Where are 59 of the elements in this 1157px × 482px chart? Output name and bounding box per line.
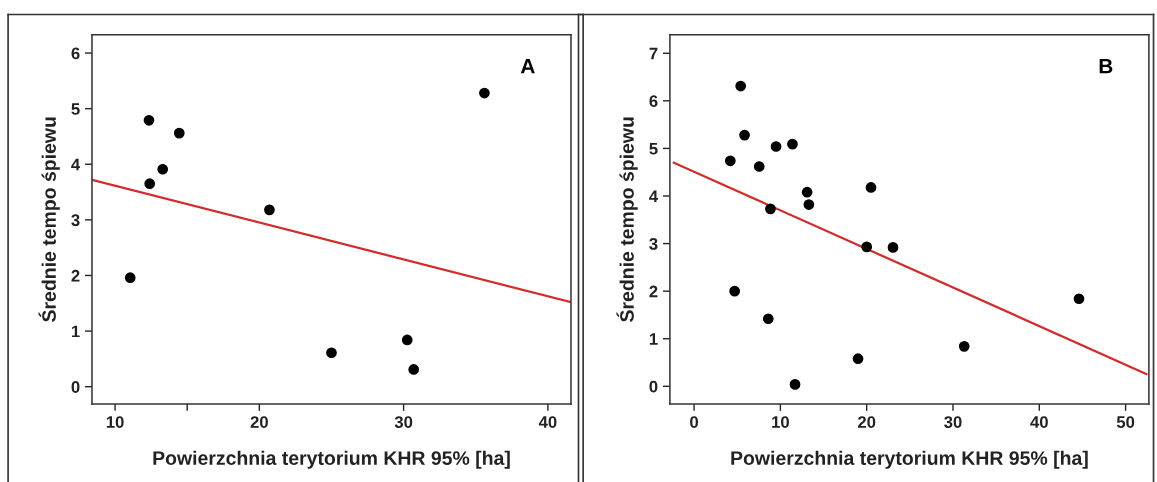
point	[326, 347, 337, 359]
x-tick-label: 20	[857, 416, 876, 428]
point	[787, 138, 798, 150]
y-tick-label: 2	[71, 269, 80, 282]
y-tick-label: 5	[71, 103, 80, 115]
point	[852, 353, 864, 365]
y-tick-label: 6	[649, 95, 658, 108]
point	[801, 186, 813, 198]
x-tick-label: 40	[538, 416, 557, 428]
point	[861, 241, 873, 253]
annotation: B	[1099, 58, 1113, 74]
point	[401, 334, 413, 346]
point	[724, 155, 736, 167]
point	[173, 127, 185, 139]
point	[264, 204, 275, 216]
y-tick-label: 1	[71, 325, 80, 338]
y-tick-label: 5	[649, 142, 658, 155]
point	[958, 340, 970, 352]
x-tick-label: 20	[250, 416, 268, 428]
y-tick-label: 0	[71, 381, 80, 393]
point	[479, 87, 490, 99]
point	[865, 182, 877, 193]
x-tick-label: 0	[690, 416, 699, 428]
y-axis-title: Średnie tempo śpiewu	[38, 117, 60, 322]
point	[762, 313, 774, 325]
y-tick-label: 3	[649, 237, 658, 250]
y-tick-label: 2	[649, 285, 658, 298]
point	[753, 161, 765, 172]
point	[124, 272, 136, 284]
x-axis-title: Powierzchnia terytorium KHR 95% [ha]	[153, 450, 510, 469]
point	[887, 242, 899, 253]
x-tick-label: 30	[394, 416, 413, 428]
y-tick-label: 3	[71, 214, 80, 227]
x-axis-title: Powierzchnia terytorium KHR 95% [ha]	[731, 450, 1088, 469]
point	[408, 364, 420, 375]
x-tick-label: 10	[772, 416, 789, 428]
y-tick-label: 4	[649, 190, 659, 203]
y-tick-label: 7	[649, 47, 658, 60]
x-tick-label: 50	[1116, 416, 1135, 428]
point	[789, 379, 801, 390]
y-tick-label: 6	[71, 47, 80, 60]
point	[729, 285, 740, 297]
point	[1073, 293, 1085, 305]
point	[803, 199, 815, 210]
x-tick-label: 40	[1030, 416, 1048, 428]
point	[143, 114, 155, 126]
y-tick-label: 4	[71, 158, 81, 171]
y-tick-label: 0	[649, 380, 658, 393]
point	[770, 141, 782, 152]
annotation: A	[520, 58, 535, 74]
point	[157, 163, 169, 175]
y-axis-title: Średnie tempo śpiewu	[616, 117, 638, 322]
point	[739, 129, 750, 141]
y-tick-label: 1	[649, 333, 658, 345]
point	[144, 178, 156, 190]
point	[765, 203, 776, 215]
x-tick-label: 10	[106, 416, 124, 428]
point	[735, 80, 747, 92]
x-tick-label: 30	[944, 416, 962, 428]
